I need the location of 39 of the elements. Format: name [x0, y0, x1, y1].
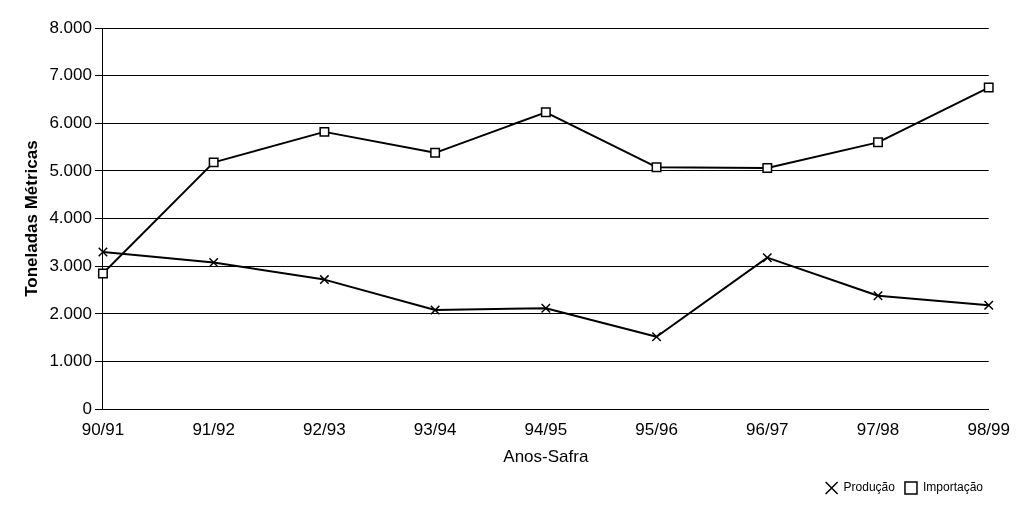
- point: [319, 274, 330, 285]
- y-axis-title: Toneladas Métricas: [21, 140, 41, 297]
- legend-label: Importação: [922, 480, 984, 495]
- x-tick-label: 90/91: [81, 420, 125, 440]
- x-tick-label: 92/93: [303, 420, 346, 440]
- point: [319, 126, 330, 137]
- point: [983, 300, 994, 311]
- y-tick-label: 3.000: [49, 255, 92, 275]
- point: [208, 257, 219, 268]
- y-tick-label: 4.000: [49, 208, 92, 228]
- point: [208, 157, 219, 168]
- x-tick-label: 93/94: [413, 420, 457, 440]
- point: [762, 163, 773, 174]
- y-tick-label: 8.000: [49, 17, 92, 37]
- y-tick-label: 2.000: [49, 303, 92, 323]
- x-tick-label: 95/96: [635, 420, 678, 440]
- point: [873, 137, 883, 148]
- x-tick-label: 98/99: [967, 420, 1010, 440]
- x-tick-label: 91/92: [192, 420, 235, 440]
- point: [873, 290, 883, 301]
- point: [97, 246, 108, 257]
- y-tick-label: 6.000: [49, 112, 92, 132]
- point: [540, 107, 551, 118]
- point: [540, 303, 551, 314]
- point: [430, 305, 441, 316]
- point: [651, 331, 662, 342]
- point: [651, 162, 662, 173]
- y-tick-label: 5.000: [49, 160, 92, 180]
- x-tick-label: 94/95: [524, 420, 568, 440]
- y-tick-label: 0: [82, 398, 92, 418]
- legend-label: Produção: [843, 480, 896, 495]
- point: [430, 147, 441, 158]
- point: [762, 252, 773, 263]
- x-tick-label: 96/97: [746, 420, 789, 440]
- point: [983, 82, 994, 93]
- y-tick-label: 7.000: [49, 65, 92, 85]
- y-tick-label: 1.000: [49, 351, 92, 371]
- x-axis-title: Anos-Safra: [503, 447, 589, 467]
- x-tick-label: 97/98: [856, 420, 900, 440]
